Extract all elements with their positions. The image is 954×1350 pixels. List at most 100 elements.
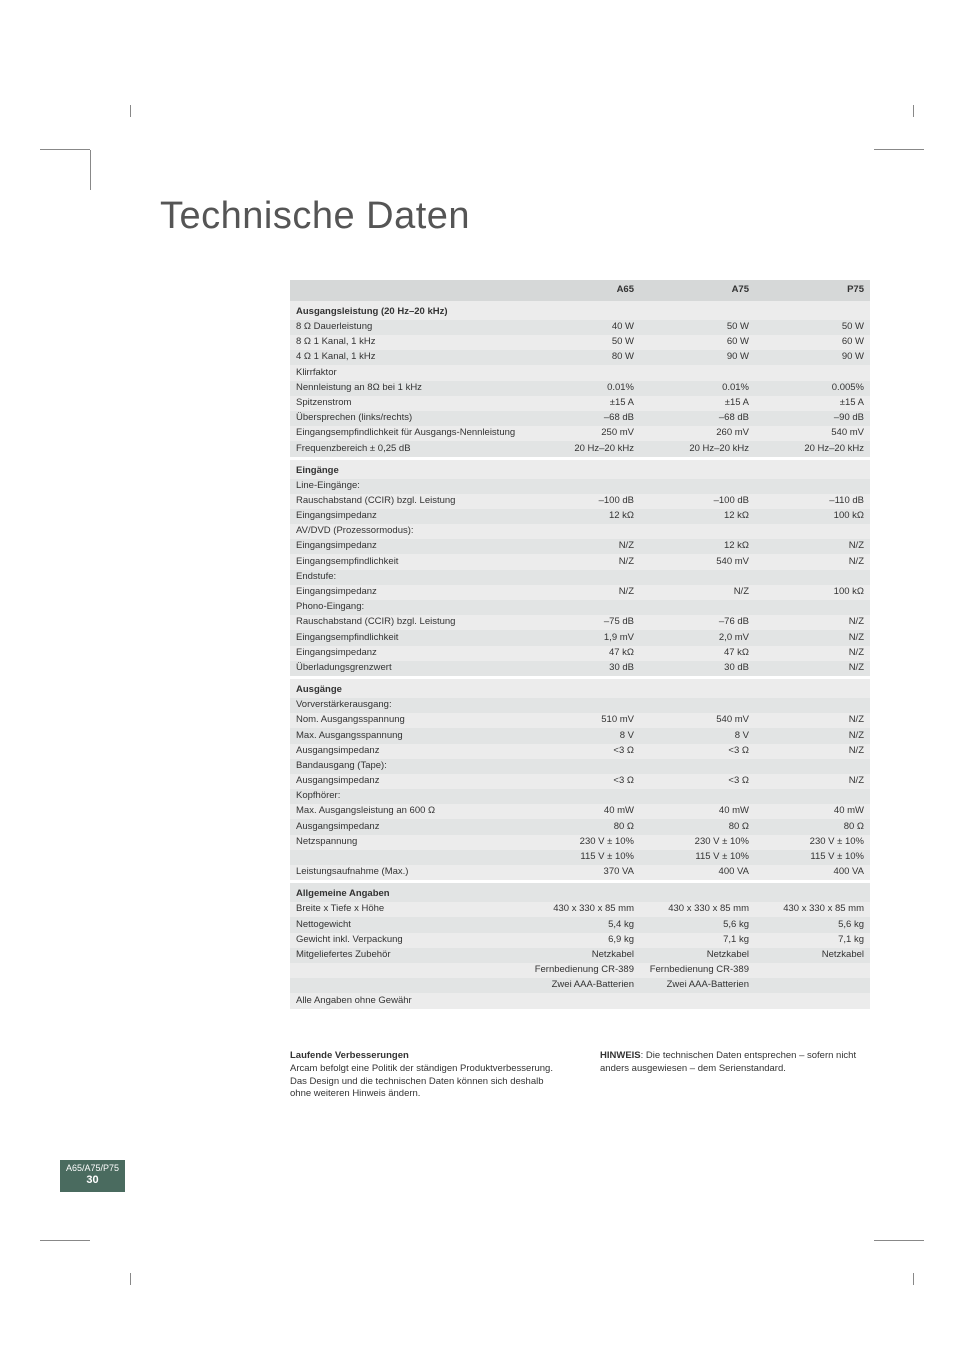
row-value [755, 365, 870, 380]
row-label: Phono-Eingang: [290, 600, 525, 615]
row-value: 100 kΩ [755, 509, 870, 524]
row-value: 1,9 mV [525, 630, 640, 645]
row-value [755, 993, 870, 1008]
row-value: 12 kΩ [525, 509, 640, 524]
row-value: 40 mW [640, 804, 755, 819]
row-label: Eingangsempfindlichkeit für Ausgangs-Nen… [290, 426, 525, 441]
row-value [755, 570, 870, 585]
row-value [755, 963, 870, 978]
row-value: N/Z [525, 585, 640, 600]
row-value: N/Z [755, 554, 870, 569]
row-value [525, 570, 640, 585]
row-value: <3 Ω [525, 744, 640, 759]
row-value [640, 789, 755, 804]
row-value: A65 [525, 280, 640, 301]
row-value: ±15 A [525, 396, 640, 411]
row-value: N/Z [755, 728, 870, 743]
row-value: 400 VA [640, 865, 755, 880]
row-value: Netzkabel [525, 948, 640, 963]
row-value: ±15 A [640, 396, 755, 411]
row-label: Eingangsimpedanz [290, 539, 525, 554]
row-value: 400 VA [755, 865, 870, 880]
row-label: Eingangsempfindlichkeit [290, 630, 525, 645]
row-value: –76 dB [640, 615, 755, 630]
row-label [290, 963, 525, 978]
row-value [755, 978, 870, 993]
row-value: N/Z [755, 713, 870, 728]
row-label: Rauschabstand (CCIR) bzgl. Leistung [290, 615, 525, 630]
row-value: 47 kΩ [640, 646, 755, 661]
row-value [525, 524, 640, 539]
row-value: 115 V ± 10% [755, 850, 870, 865]
row-value: 250 mV [525, 426, 640, 441]
row-value: 5,6 kg [755, 917, 870, 932]
row-value [525, 365, 640, 380]
row-value [640, 759, 755, 774]
row-value: 20 Hz–20 kHz [640, 441, 755, 456]
row-label: Eingangsimpedanz [290, 509, 525, 524]
row-value: 8 V [525, 728, 640, 743]
row-value [755, 883, 870, 902]
row-label: Leistungsaufnahme (Max.) [290, 865, 525, 880]
row-value: 20 Hz–20 kHz [755, 441, 870, 456]
row-value: 540 mV [640, 713, 755, 728]
row-value: 12 kΩ [640, 539, 755, 554]
footer-left: Laufende Verbesserungen Arcam befolgt ei… [290, 1050, 560, 1101]
row-value: 6,9 kg [525, 933, 640, 948]
row-label: Kopfhörer: [290, 789, 525, 804]
row-value: N/Z [525, 554, 640, 569]
row-value: 12 kΩ [640, 509, 755, 524]
row-label: Allgemeine Angaben [290, 883, 525, 902]
row-value: 5,4 kg [525, 917, 640, 932]
row-value: Zwei AAA-Batterien [640, 978, 755, 993]
row-label: Ausgangsimpedanz [290, 819, 525, 834]
row-value: N/Z [755, 744, 870, 759]
row-value [525, 883, 640, 902]
row-value: 430 x 330 x 85 mm [755, 902, 870, 917]
row-value [755, 460, 870, 479]
row-value: 20 Hz–20 kHz [525, 441, 640, 456]
row-value: –68 dB [525, 411, 640, 426]
row-value [525, 600, 640, 615]
row-value [640, 524, 755, 539]
spec-table: A65A75P75Ausgangsleistung (20 Hz–20 kHz)… [290, 280, 870, 1009]
row-value: <3 Ω [525, 774, 640, 789]
row-label: Breite x Tiefe x Höhe [290, 902, 525, 917]
row-value [525, 301, 640, 320]
row-value: N/Z [755, 539, 870, 554]
row-label: 8 Ω Dauerleistung [290, 320, 525, 335]
row-value: –90 dB [755, 411, 870, 426]
row-label: Eingangsimpedanz [290, 585, 525, 600]
row-value: 230 V ± 10% [755, 835, 870, 850]
row-label: Nettogewicht [290, 917, 525, 932]
row-label: Endstufe: [290, 570, 525, 585]
row-value [640, 479, 755, 494]
row-label: Netzspannung [290, 835, 525, 850]
row-label: Alle Angaben ohne Gewähr [290, 993, 525, 1008]
row-value: 370 VA [525, 865, 640, 880]
row-label: Bandausgang (Tape): [290, 759, 525, 774]
row-value: 40 mW [525, 804, 640, 819]
row-value: –68 dB [640, 411, 755, 426]
row-value [525, 479, 640, 494]
row-label: Ausgangsimpedanz [290, 744, 525, 759]
row-label: Spitzenstrom [290, 396, 525, 411]
page-badge: A65/A75/P75 30 [60, 1160, 125, 1192]
row-value: 230 V ± 10% [525, 835, 640, 850]
row-value: 90 W [640, 350, 755, 365]
row-value: 80 Ω [755, 819, 870, 834]
row-value: A75 [640, 280, 755, 301]
row-value: 80 Ω [640, 819, 755, 834]
badge-model: A65/A75/P75 [66, 1163, 119, 1174]
row-value [755, 479, 870, 494]
row-value [525, 759, 640, 774]
row-label: Übersprechen (links/rechts) [290, 411, 525, 426]
row-value: 510 mV [525, 713, 640, 728]
row-label [290, 280, 525, 301]
row-label: 4 Ω 1 Kanal, 1 kHz [290, 350, 525, 365]
row-label [290, 978, 525, 993]
row-value [640, 570, 755, 585]
row-value: N/Z [755, 774, 870, 789]
row-label: Max. Ausgangsleistung an 600 Ω [290, 804, 525, 819]
row-label: Eingangsimpedanz [290, 646, 525, 661]
